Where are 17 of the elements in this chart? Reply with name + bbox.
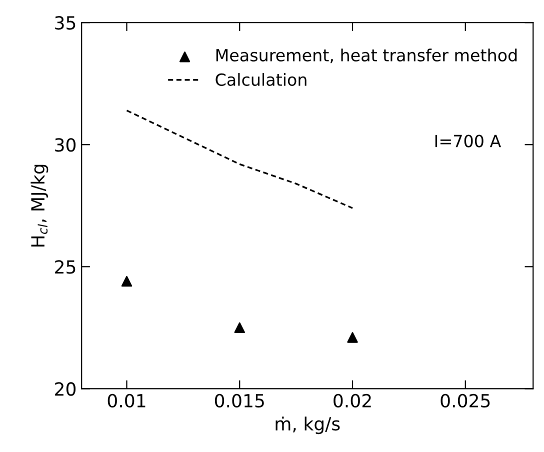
x-tick-label: 0.025 [440,394,490,408]
x-axis-title: ṁ, kg/s [276,416,340,434]
y-axis-title: H$_{cl}$, MJ/kg [30,164,48,246]
y-tick-label: 30 [55,138,76,152]
point [347,332,358,343]
point [234,322,245,334]
y-tick-label: 25 [55,260,76,274]
annotation: I=700 A [435,134,502,148]
legend-label: Measurement, heat transfer method [216,48,517,64]
y-tick-label: 35 [55,16,76,30]
line-series [126,110,354,209]
y-tick-label: 20 [55,382,76,396]
legend-label: Calculation [216,73,306,86]
x-tick-label: 0.02 [334,394,371,408]
point [121,276,132,287]
x-tick-label: 0.01 [108,394,146,408]
x-tick-label: 0.015 [214,394,264,408]
